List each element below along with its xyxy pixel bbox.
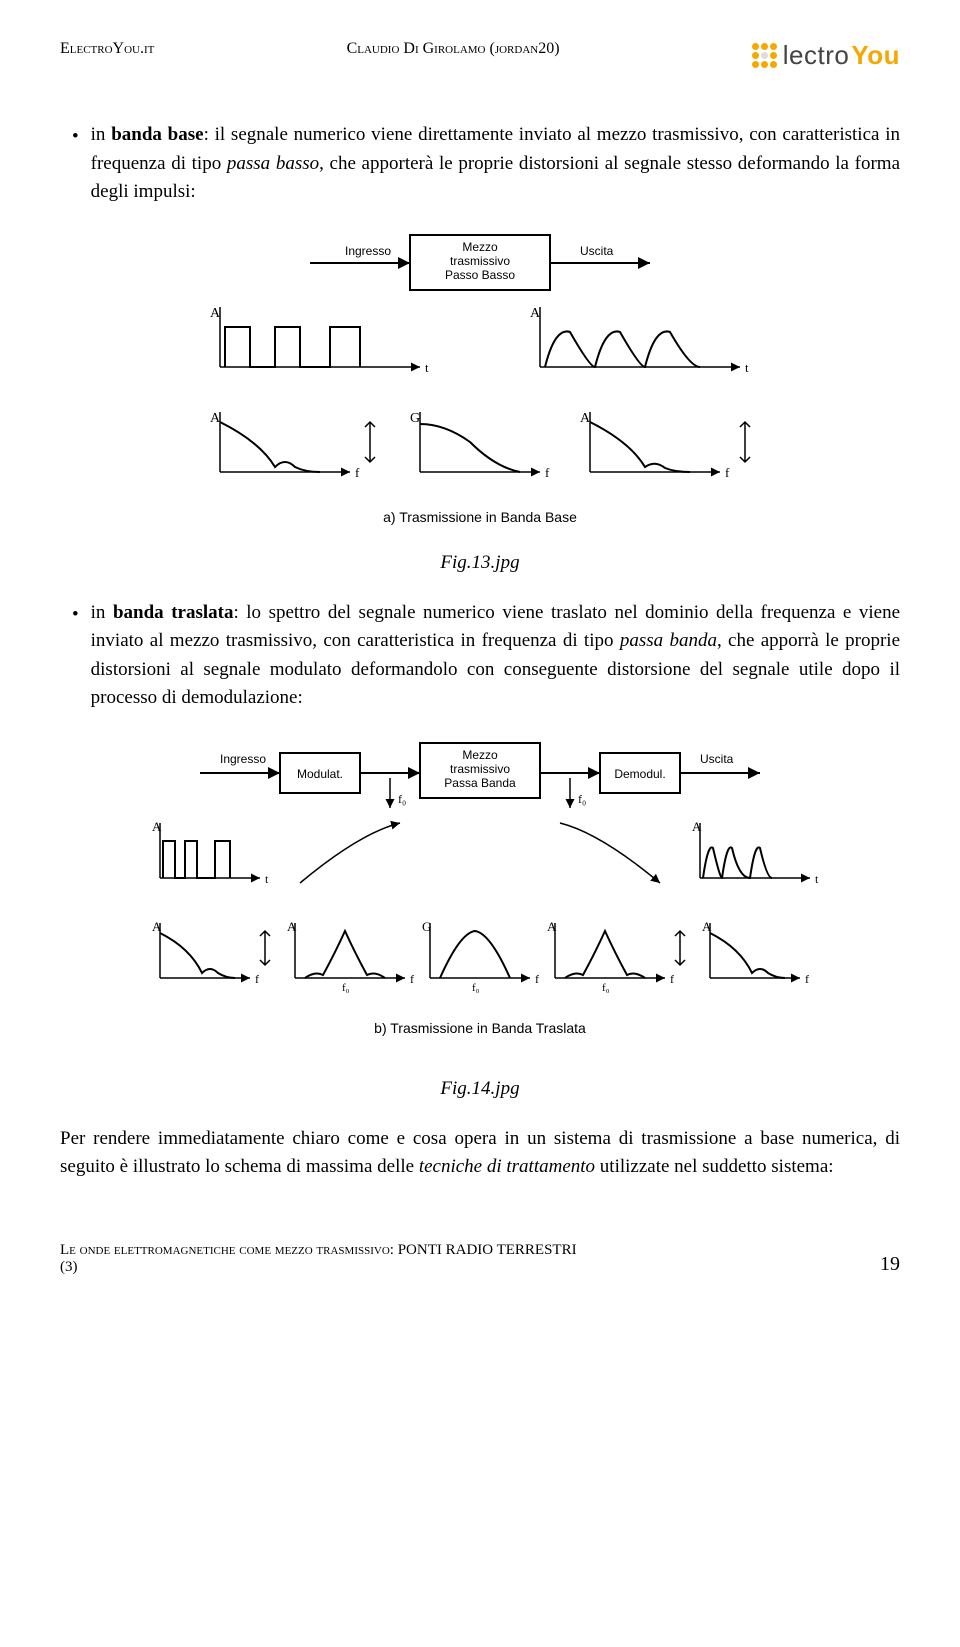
svg-text:t: t (815, 872, 819, 886)
svg-text:Passa Banda: Passa Banda (444, 776, 516, 790)
footer-title: Le onde elettromagnetiche come mezzo tra… (60, 1242, 577, 1276)
svg-text:Passo Basso: Passo Basso (445, 268, 515, 282)
svg-text:G: G (410, 411, 420, 426)
svg-text:Modulat.: Modulat. (297, 767, 343, 781)
svg-text:Uscita: Uscita (580, 244, 614, 258)
svg-text:t: t (425, 360, 429, 375)
svg-text:f: f (535, 972, 539, 986)
logo-text-2: You (851, 40, 900, 71)
bullet-icon: • (72, 601, 79, 630)
figure-13: Mezzo trasmissivo Passo Basso Ingresso U… (60, 227, 900, 537)
bullet-paragraph-2: • in banda traslata: lo spettro del segn… (60, 599, 900, 713)
svg-text:f: f (805, 972, 809, 986)
svg-text:Demodul.: Demodul. (614, 767, 665, 781)
svg-text:t: t (265, 872, 269, 886)
svg-text:f₀: f₀ (472, 982, 480, 994)
svg-text:f: f (725, 465, 730, 480)
paragraph-1-text: in banda base: il segnale numerico viene… (91, 121, 900, 207)
svg-text:f: f (355, 465, 360, 480)
fig13-caption: Fig.13.jpg (60, 552, 900, 574)
bullet-paragraph-1: • in banda base: il segnale numerico vie… (60, 121, 900, 207)
svg-text:f: f (670, 972, 674, 986)
svg-text:f₀: f₀ (398, 792, 406, 806)
page-header: ElectroYou.it Claudio Di Girolamo (jorda… (60, 40, 900, 71)
figure-14: Modulat. Mezzo trasmissivo Passa Banda D… (60, 733, 900, 1063)
svg-text:t: t (745, 360, 749, 375)
svg-text:Ingresso: Ingresso (220, 752, 266, 766)
fig13-diagram: Mezzo trasmissivo Passo Basso Ingresso U… (160, 227, 800, 537)
site-logo: lectroYou (752, 40, 900, 71)
page-number: 19 (880, 1253, 900, 1276)
svg-text:trasmissivo: trasmissivo (450, 254, 510, 268)
page-footer: Le onde elettromagnetiche come mezzo tra… (60, 1242, 900, 1276)
svg-text:f₀: f₀ (602, 982, 610, 994)
svg-text:b) Trasmissione in Banda Trasl: b) Trasmissione in Banda Traslata (374, 1020, 586, 1036)
svg-text:f: f (255, 972, 259, 986)
svg-text:Mezzo: Mezzo (462, 748, 498, 762)
svg-text:f₀: f₀ (342, 982, 350, 994)
paragraph-3: Per rendere immediatamente chiaro come e… (60, 1125, 900, 1182)
svg-text:Ingresso: Ingresso (345, 244, 391, 258)
paragraph-2-text: in banda traslata: lo spettro del segnal… (91, 599, 900, 713)
logo-text-1: lectro (783, 40, 850, 71)
svg-text:f: f (545, 465, 550, 480)
fig14-caption: Fig.14.jpg (60, 1078, 900, 1100)
header-site: ElectroYou.it (60, 40, 154, 58)
svg-text:trasmissivo: trasmissivo (450, 762, 510, 776)
svg-text:a) Trasmissione in Banda Base: a) Trasmissione in Banda Base (383, 509, 577, 525)
svg-text:f₀: f₀ (578, 792, 586, 806)
header-author: Claudio Di Girolamo (jordan20) (347, 40, 560, 58)
svg-text:Mezzo: Mezzo (462, 240, 498, 254)
svg-text:Uscita: Uscita (700, 752, 734, 766)
svg-text:f: f (410, 972, 414, 986)
logo-dots-icon (752, 43, 777, 68)
fig14-diagram: Modulat. Mezzo trasmissivo Passa Banda D… (130, 733, 830, 1063)
bullet-icon: • (72, 123, 79, 152)
